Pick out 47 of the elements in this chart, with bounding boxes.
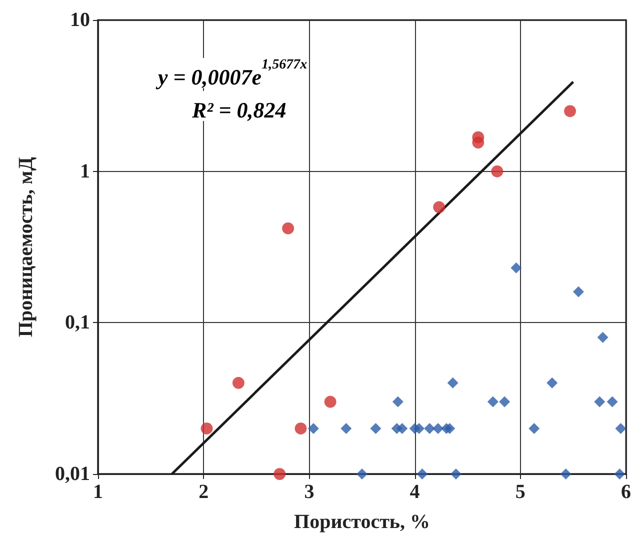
point	[614, 468, 626, 480]
point	[499, 396, 510, 408]
x-tick-label: 5	[515, 481, 526, 503]
point	[487, 396, 498, 408]
y-tick-label: 1	[80, 160, 90, 182]
point	[606, 396, 618, 408]
point	[444, 422, 456, 434]
point	[615, 422, 626, 434]
annotation: R² = 0,824	[191, 98, 286, 122]
y-axis-title: Проницаемость, мД	[15, 156, 37, 338]
point	[472, 136, 484, 149]
point	[432, 422, 444, 434]
point	[356, 468, 368, 480]
y-tick-label: 10	[70, 9, 90, 31]
x-tick-label: 4	[410, 481, 420, 503]
point	[396, 422, 408, 434]
point	[370, 422, 382, 434]
x-tick-label: 2	[198, 481, 209, 503]
point	[340, 422, 352, 434]
point	[433, 201, 446, 214]
point	[294, 422, 307, 434]
point	[424, 422, 436, 434]
point	[564, 105, 576, 118]
point	[528, 422, 540, 434]
x-tick-label: 6	[621, 481, 631, 503]
point	[200, 422, 213, 434]
point	[560, 468, 572, 480]
point	[447, 377, 458, 388]
point	[274, 468, 286, 480]
y-tick-label: 0,01	[55, 463, 90, 485]
point	[232, 376, 244, 389]
point	[308, 422, 319, 434]
point	[491, 165, 504, 178]
point	[594, 396, 606, 408]
point	[572, 286, 584, 298]
point	[546, 377, 558, 388]
y-tick-label: 0,1	[65, 312, 90, 334]
point	[282, 222, 294, 234]
point	[450, 468, 462, 480]
point	[597, 332, 608, 343]
x-tick-label: 3	[304, 481, 314, 503]
point	[392, 396, 404, 408]
point	[510, 262, 522, 274]
point	[324, 396, 336, 408]
x-axis-title: Пористость, %	[294, 511, 430, 533]
point	[416, 468, 428, 480]
point	[414, 422, 425, 434]
